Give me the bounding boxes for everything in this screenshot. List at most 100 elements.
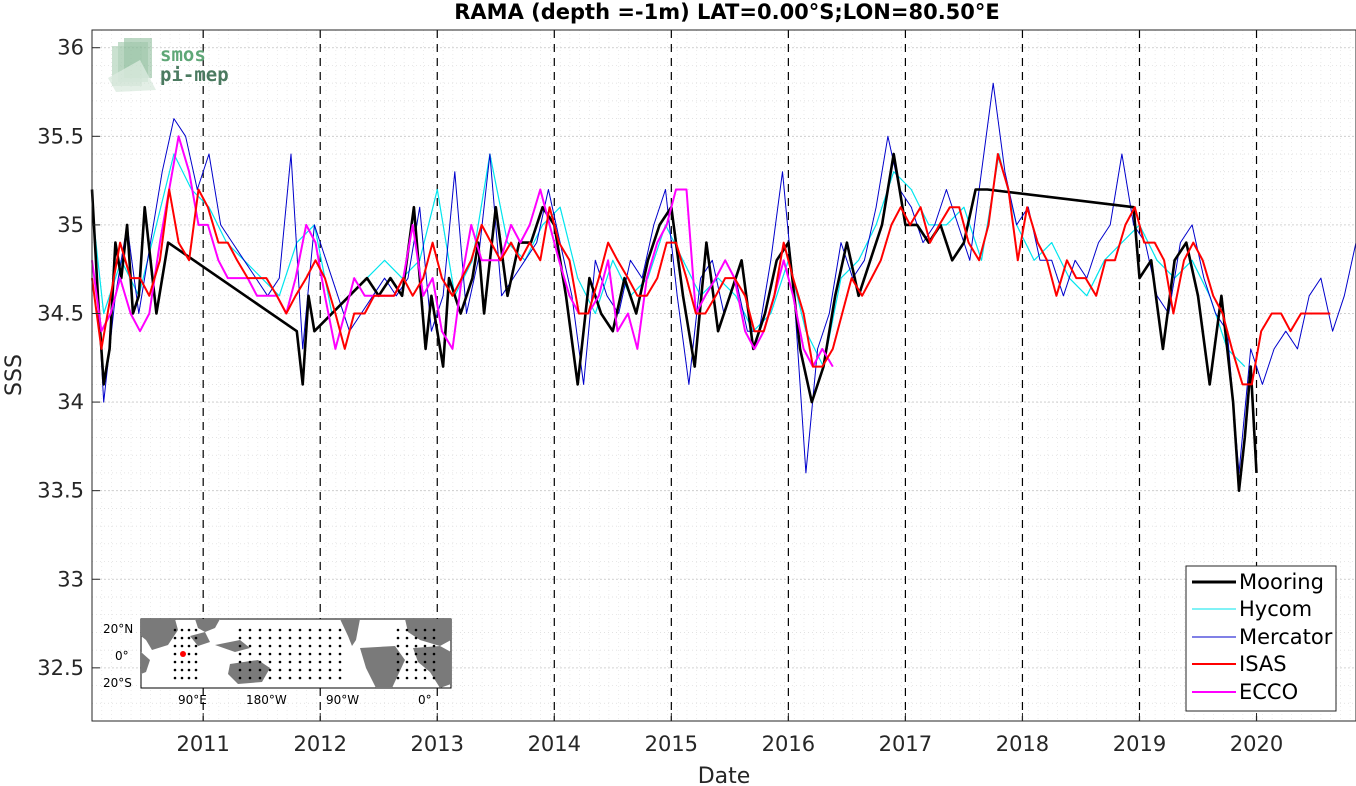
- inset-dot: [268, 628, 272, 632]
- inset-dot: [328, 660, 332, 664]
- inset-dot: [423, 644, 427, 648]
- inset-dot: [405, 628, 409, 632]
- inset-dot: [298, 668, 302, 672]
- inset-dot: [318, 628, 322, 632]
- inset-dot: [414, 676, 418, 680]
- inset-dot: [414, 636, 418, 640]
- y-tick-label: 33: [57, 567, 84, 591]
- legend-box: [1185, 565, 1337, 712]
- inset-dot: [268, 644, 272, 648]
- inset-dot: [328, 652, 332, 656]
- inset-dot: [288, 636, 292, 640]
- x-axis-ticks: 2011 2012 2013 2014 2015 2016 2017 2018 2019 2020: [176, 713, 1283, 756]
- inset-dot: [396, 628, 400, 632]
- inset-dot: [173, 636, 177, 640]
- series-mooring: [90, 152, 1258, 492]
- inset-dot: [278, 668, 282, 672]
- inset-dot: [238, 628, 242, 632]
- x-tick-label: 2020: [1230, 732, 1283, 756]
- inset-dot: [258, 636, 262, 640]
- inset-dot: [268, 652, 272, 656]
- inset-dot: [308, 668, 312, 672]
- inset-dot: [187, 652, 191, 656]
- inset-dot: [338, 644, 342, 648]
- inset-dot: [248, 644, 252, 648]
- inset-dot: [180, 668, 184, 672]
- svg-text:Mooring: Mooring: [1239, 570, 1324, 594]
- plot-area: [92, 30, 1356, 721]
- inset-dot: [414, 660, 418, 664]
- inset-dot: [180, 636, 184, 640]
- inset-dot: [405, 676, 409, 680]
- inset-dot: [238, 676, 242, 680]
- year-boundary-lines: [202, 30, 1258, 721]
- inset-dot: [180, 660, 184, 664]
- x-tick-label: 2019: [1113, 732, 1166, 756]
- inset-dot: [194, 628, 198, 632]
- inset-dot: [298, 652, 302, 656]
- inset-dot: [187, 644, 191, 648]
- legend-item-ecco: ECCO: [1192, 680, 1298, 704]
- inset-dot: [278, 628, 282, 632]
- inset-lat-label-20n: 20°N: [103, 622, 133, 636]
- legend: Mooring Hycom Mercator ISAS ECCO: [1185, 565, 1337, 712]
- inset-dot: [298, 676, 302, 680]
- y-tick-label: 32.5: [37, 656, 84, 680]
- inset-dot: [288, 660, 292, 664]
- inset-dot: [238, 636, 242, 640]
- inset-dot: [308, 636, 312, 640]
- inset-dot: [238, 660, 242, 664]
- plot-frame: [91, 29, 1356, 722]
- inset-dot: [298, 636, 302, 640]
- inset-dot: [238, 644, 242, 648]
- inset-dot: [248, 668, 252, 672]
- inset-dot: [248, 652, 252, 656]
- inset-dot: [396, 636, 400, 640]
- inset-dot: [414, 652, 418, 656]
- y-tick-label: 35.5: [37, 124, 84, 148]
- inset-dot: [173, 644, 177, 648]
- inset-dot: [396, 652, 400, 656]
- inset-dot: [318, 668, 322, 672]
- inset-dot: [328, 628, 332, 632]
- inset-lon-label-180w: 180°W: [246, 693, 287, 707]
- inset-dot: [258, 644, 262, 648]
- inset-dot: [405, 660, 409, 664]
- x-tick-label: 2018: [996, 732, 1049, 756]
- inset-dot: [423, 636, 427, 640]
- y-tick-label: 34: [57, 390, 84, 414]
- inset-lon-label-90e: 90°E: [178, 693, 207, 707]
- x-tick-label: 2013: [411, 732, 464, 756]
- inset-dot: [248, 636, 252, 640]
- inset-dot: [248, 628, 252, 632]
- inset-dot: [396, 668, 400, 672]
- inset-dot: [268, 660, 272, 664]
- grid-lines: [91, 29, 1356, 722]
- inset-dot: [173, 668, 177, 672]
- inset-dot: [268, 636, 272, 640]
- inset-dot: [258, 668, 262, 672]
- inset-lat-label-20s: 20°S: [103, 676, 132, 690]
- inset-dot: [278, 652, 282, 656]
- inset-dot: [318, 676, 322, 680]
- svg-text:ECCO: ECCO: [1239, 680, 1298, 704]
- inset-dot: [396, 660, 400, 664]
- inset-dot: [180, 628, 184, 632]
- inset-dot: [423, 660, 427, 664]
- inset-dot: [432, 676, 436, 680]
- legend-item-isas: ISAS: [1192, 652, 1287, 676]
- x-tick-label: 2011: [176, 732, 229, 756]
- inset-dot: [328, 636, 332, 640]
- inset-dot: [278, 676, 282, 680]
- inset-dot: [258, 652, 262, 656]
- inset-dot: [338, 636, 342, 640]
- inset-dot: [187, 628, 191, 632]
- inset-ocean: [140, 618, 452, 689]
- inset-dot: [288, 676, 292, 680]
- inset-dot: [308, 660, 312, 664]
- inset-dot: [318, 644, 322, 648]
- inset-dot: [405, 644, 409, 648]
- inset-dot: [338, 668, 342, 672]
- inset-landmasses: [141, 619, 451, 688]
